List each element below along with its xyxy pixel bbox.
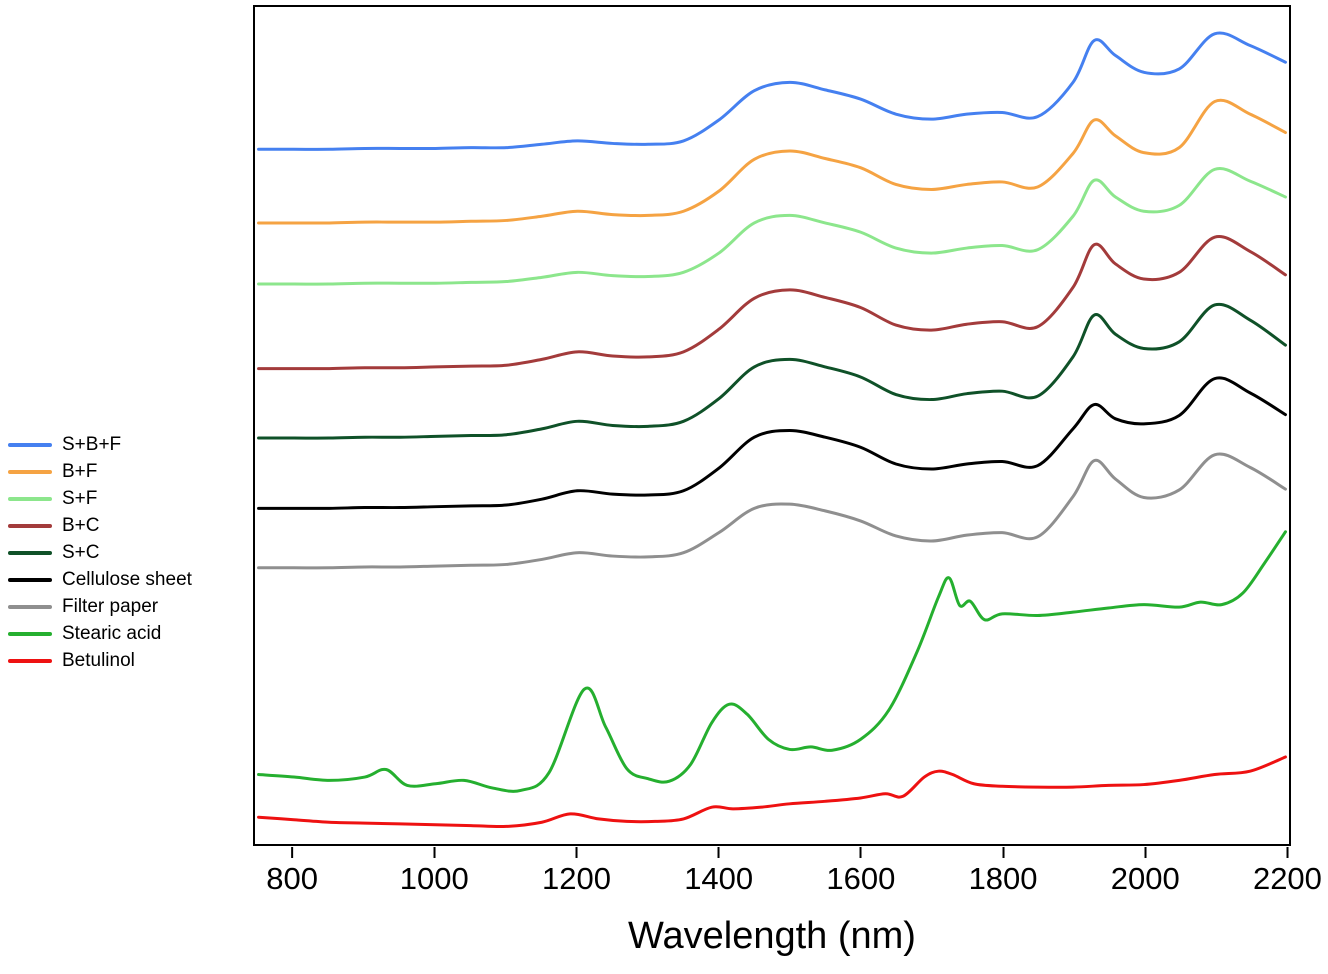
legend-line-swatch — [8, 442, 52, 447]
x-tick-label: 1000 — [399, 861, 469, 896]
x-tick-mark — [717, 847, 720, 858]
legend-line-swatch — [8, 577, 52, 582]
legend-item-s-f: S+F — [8, 485, 192, 512]
plot-area — [253, 5, 1291, 846]
legend-item-b-f: B+F — [8, 458, 192, 485]
x-tick-2000: 2000 — [1111, 847, 1180, 894]
series-line-betulinol — [257, 755, 1287, 829]
x-tick-1000: 1000 — [400, 847, 469, 894]
x-tick-2200: 2200 — [1253, 847, 1322, 894]
series-line-filter-paper — [257, 452, 1287, 570]
x-tick-1800: 1800 — [969, 847, 1038, 894]
x-tick-mark — [291, 847, 294, 858]
legend-item-betulinol: Betulinol — [8, 647, 192, 674]
x-tick-800: 800 — [266, 847, 318, 894]
legend-line-swatch — [8, 631, 52, 636]
legend-line-swatch — [8, 496, 52, 501]
legend-line-swatch — [8, 604, 52, 609]
legend-label: B+F — [62, 461, 98, 482]
legend-label: B+C — [62, 515, 100, 536]
x-tick-label: 1400 — [684, 861, 754, 896]
legend-label: S+C — [62, 542, 100, 563]
series-line-b-f — [257, 98, 1287, 225]
x-tick-1200: 1200 — [542, 847, 611, 894]
legend-label: Filter paper — [62, 596, 159, 617]
x-tick-label: 2200 — [1252, 861, 1322, 896]
series-line-s-c — [257, 302, 1287, 440]
x-tick-mark — [1286, 847, 1289, 858]
legend-line-swatch — [8, 658, 52, 663]
legend-label: Stearic acid — [62, 623, 162, 644]
x-tick-label: 1600 — [826, 861, 896, 896]
spectra-lines — [257, 31, 1287, 829]
x-tick-mark — [1002, 847, 1005, 858]
x-tick-mark — [1144, 847, 1147, 858]
legend-label: S+B+F — [62, 434, 122, 455]
series-line-stearic-acid — [257, 530, 1287, 793]
x-axis-title: Wavelength (nm) — [628, 915, 916, 957]
legend-label: Betulinol — [62, 650, 135, 671]
legend-item-filter-paper: Filter paper — [8, 593, 192, 620]
legend-line-swatch — [8, 523, 52, 528]
legend-item-stearic-acid: Stearic acid — [8, 620, 192, 647]
legend-item-s-b-f: S+B+F — [8, 431, 192, 458]
x-tick-1400: 1400 — [684, 847, 753, 894]
legend-line-swatch — [8, 550, 52, 555]
series-line-s-f — [257, 167, 1287, 286]
x-tick-label: 1200 — [542, 861, 611, 896]
x-tick-label: 2000 — [1110, 861, 1180, 896]
x-tick-label: 1800 — [968, 861, 1038, 896]
legend-label: S+F — [62, 488, 98, 509]
legend-line-swatch — [8, 469, 52, 474]
legend: S+B+F B+F S+F B+C S+C Cellulose sheet Filter p… — [8, 431, 192, 674]
legend-item-b-c: B+C — [8, 512, 192, 539]
x-tick-mark — [575, 847, 578, 858]
series-line-s-b-f — [257, 31, 1287, 151]
series-line-b-c — [257, 235, 1287, 371]
series-line-cellulose-sheet — [257, 376, 1287, 510]
legend-item-s-c: S+C — [8, 539, 192, 566]
x-axis: 800 1000 1200 1400 1600 1800 2000 2200 — [253, 847, 1322, 917]
x-tick-mark — [859, 847, 862, 858]
legend-item-cellulose-sheet: Cellulose sheet — [8, 566, 192, 593]
legend-label: Cellulose sheet — [62, 569, 192, 590]
x-tick-1600: 1600 — [826, 847, 895, 894]
x-tick-mark — [433, 847, 436, 858]
x-tick-label: 800 — [266, 861, 318, 896]
